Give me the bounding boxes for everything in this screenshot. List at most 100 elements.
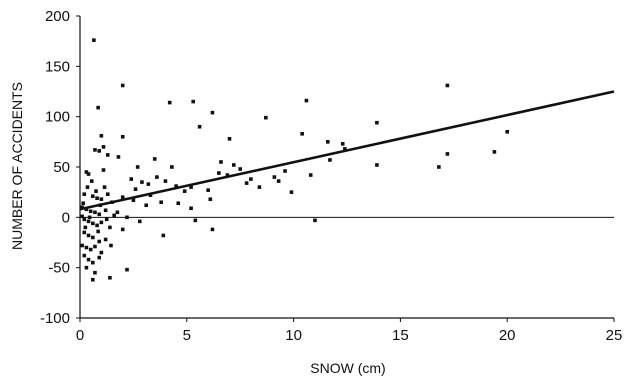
data-point [80,214,84,219]
data-point [210,227,215,232]
data-point [159,200,163,205]
data-point [189,185,193,189]
data-point [91,194,95,198]
data-point [82,230,87,235]
data-point [84,245,89,250]
data-point [125,215,129,220]
data-point [91,260,95,265]
data-point [308,173,313,177]
y-tick-label: 150 [45,58,70,75]
data-point [101,145,106,149]
y-tick-label: 100 [45,109,70,126]
data-point [108,275,112,280]
data-point [167,100,172,105]
data-point [92,38,96,42]
data-point [82,253,87,258]
data-point [93,210,97,215]
data-point [105,153,110,157]
axes-layer [79,16,614,319]
data-point [112,213,116,218]
data-point [87,215,92,220]
data-point [189,206,193,211]
data-point [217,171,221,175]
data-point [193,218,198,223]
data-point [99,220,104,225]
data-point [249,177,253,181]
trendline [79,90,615,211]
ticks-layer: -100 -50 0 50 100 150 200 0 5 10 15 20 25 [40,8,622,344]
data-point [104,217,109,222]
x-tick-label: 15 [392,327,409,344]
data-point [103,237,108,242]
data-point [244,181,249,185]
data-point [85,185,90,189]
y-tick-label: 50 [53,159,70,176]
data-point [93,244,97,249]
data-point [86,219,91,224]
data-point [89,179,94,183]
data-point [86,257,91,262]
x-tick-label: 10 [285,327,302,344]
data-point [375,163,379,167]
data-point [105,192,110,196]
data-point [129,177,134,181]
data-point [81,201,86,206]
data-point [83,225,88,230]
data-point [283,169,287,173]
data-point [375,120,379,125]
data-point [115,210,120,215]
data-point [99,133,104,138]
x-tick-label: 20 [499,327,516,344]
data-point [328,158,332,162]
data-point [97,255,102,260]
data-point [146,182,151,186]
data-point [120,227,125,232]
data-point [109,243,113,248]
y-tick-label: 0 [62,209,70,226]
data-point [163,179,168,183]
x-axis-title: SNOW (cm) [310,360,385,376]
data-point [95,196,99,201]
data-point [80,205,84,210]
data-point [97,212,102,217]
data-point [95,223,99,228]
data-point [96,229,100,234]
data-point [101,168,106,172]
data-point [120,195,125,199]
data-point [343,147,347,151]
data-point [80,243,84,248]
data-point [82,192,87,196]
y-tick-label: -100 [40,310,70,327]
data-point [170,165,174,169]
data-point [99,197,104,202]
data-point [144,203,149,208]
x-tick-label: 0 [76,327,84,344]
data-point [84,170,89,174]
data-point [208,197,213,202]
data-point [300,131,304,136]
data-point [102,185,107,189]
data-point [437,165,441,169]
x-tick-label: 25 [606,327,623,344]
data-point [257,185,262,189]
data-point [445,152,450,156]
data-point [120,135,125,139]
data-point [492,150,497,154]
data-point [325,140,330,144]
data-point [84,265,89,270]
data-point [505,129,509,134]
data-point [238,167,242,171]
data-point [93,148,97,152]
data-point [191,99,196,104]
data-point [116,155,121,159]
data-point [97,149,102,153]
data-point [176,201,181,206]
data-point [197,124,202,129]
data-point [155,175,159,179]
data-point [182,189,187,193]
data-point [135,165,140,169]
data-point [108,225,112,230]
data-point [86,233,91,238]
y-tick-label: 200 [45,8,70,25]
